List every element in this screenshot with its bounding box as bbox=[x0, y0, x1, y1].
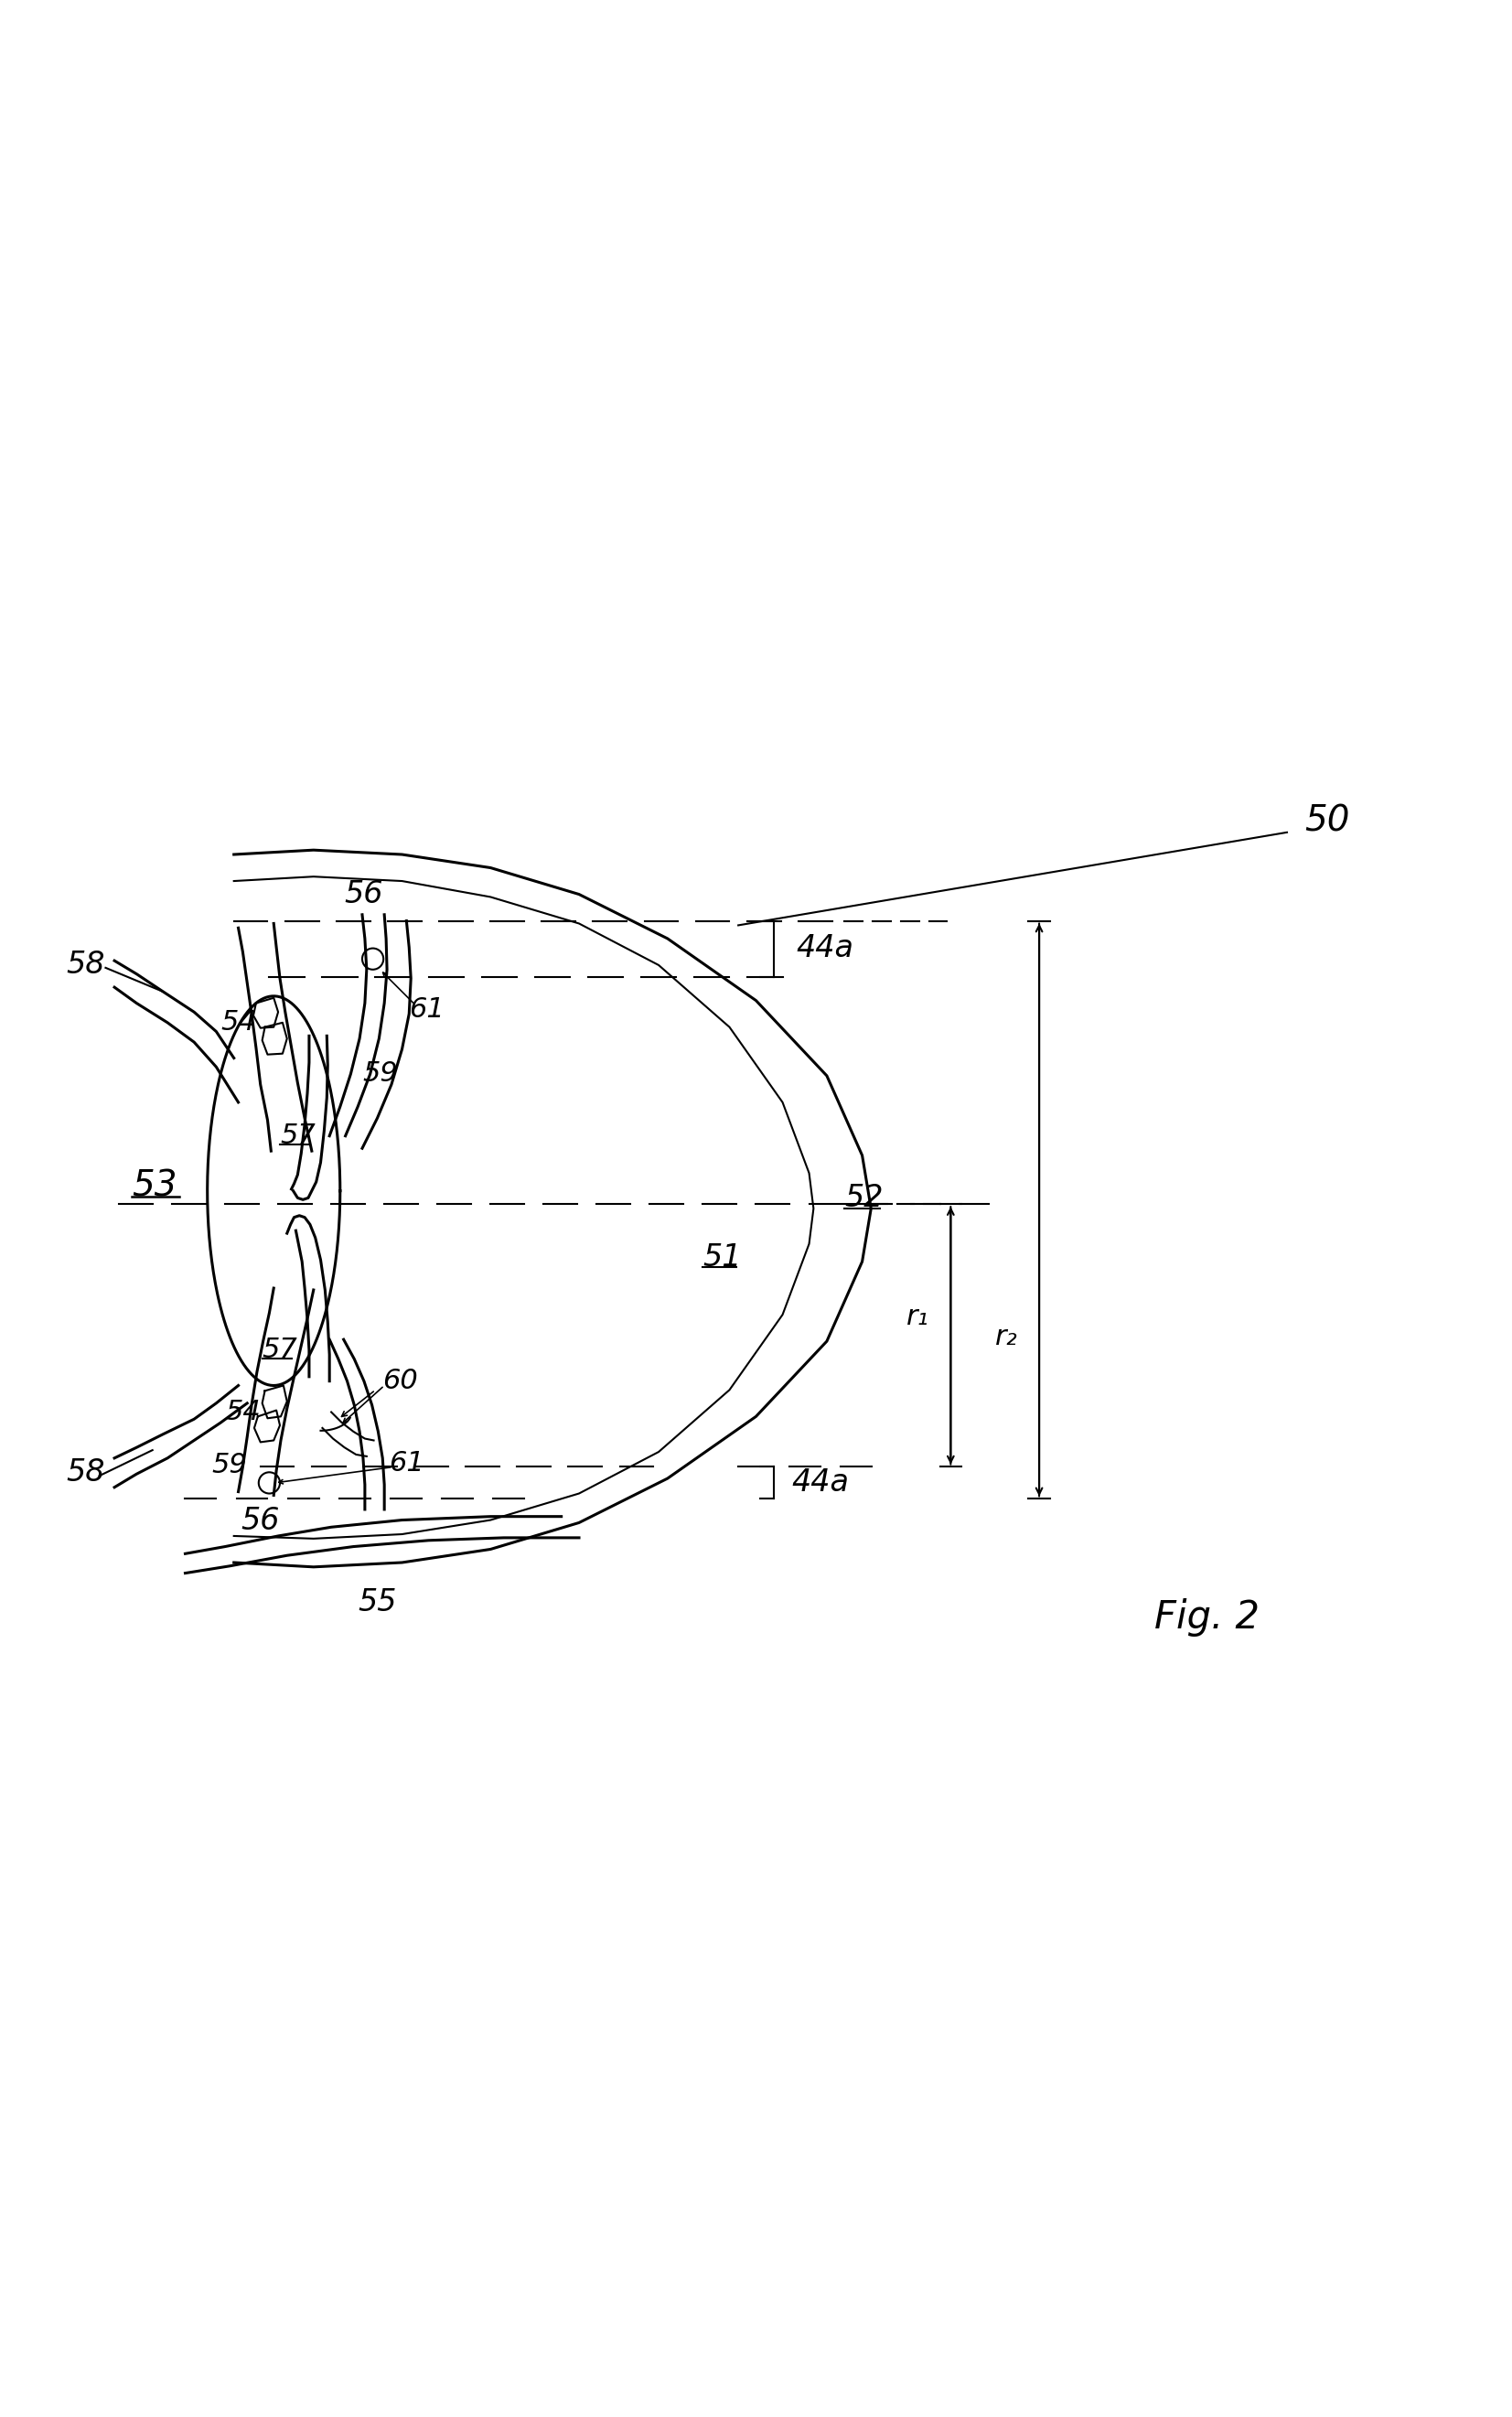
Text: 52: 52 bbox=[845, 1182, 883, 1213]
Text: 54: 54 bbox=[221, 1010, 256, 1037]
Text: Fig. 2: Fig. 2 bbox=[1154, 1598, 1259, 1636]
Text: r₂: r₂ bbox=[995, 1325, 1018, 1351]
Text: 56: 56 bbox=[345, 880, 384, 909]
Text: 55: 55 bbox=[358, 1588, 396, 1617]
Text: 58: 58 bbox=[65, 1457, 104, 1486]
Text: 59: 59 bbox=[363, 1061, 398, 1088]
Text: 53: 53 bbox=[132, 1170, 177, 1204]
Text: 44a: 44a bbox=[795, 933, 853, 964]
Text: 61: 61 bbox=[410, 996, 445, 1022]
Text: 57: 57 bbox=[262, 1337, 298, 1363]
Text: 54: 54 bbox=[225, 1399, 260, 1426]
Text: 44a: 44a bbox=[791, 1467, 850, 1499]
Text: 61: 61 bbox=[389, 1450, 425, 1477]
Text: 50: 50 bbox=[1305, 802, 1350, 839]
Text: 56: 56 bbox=[240, 1506, 280, 1537]
Text: 60: 60 bbox=[383, 1368, 417, 1395]
Text: 58: 58 bbox=[65, 950, 104, 981]
Text: 59: 59 bbox=[212, 1453, 248, 1479]
Text: r₁: r₁ bbox=[906, 1303, 928, 1329]
Text: 51: 51 bbox=[703, 1242, 742, 1271]
Text: 57: 57 bbox=[280, 1121, 316, 1148]
